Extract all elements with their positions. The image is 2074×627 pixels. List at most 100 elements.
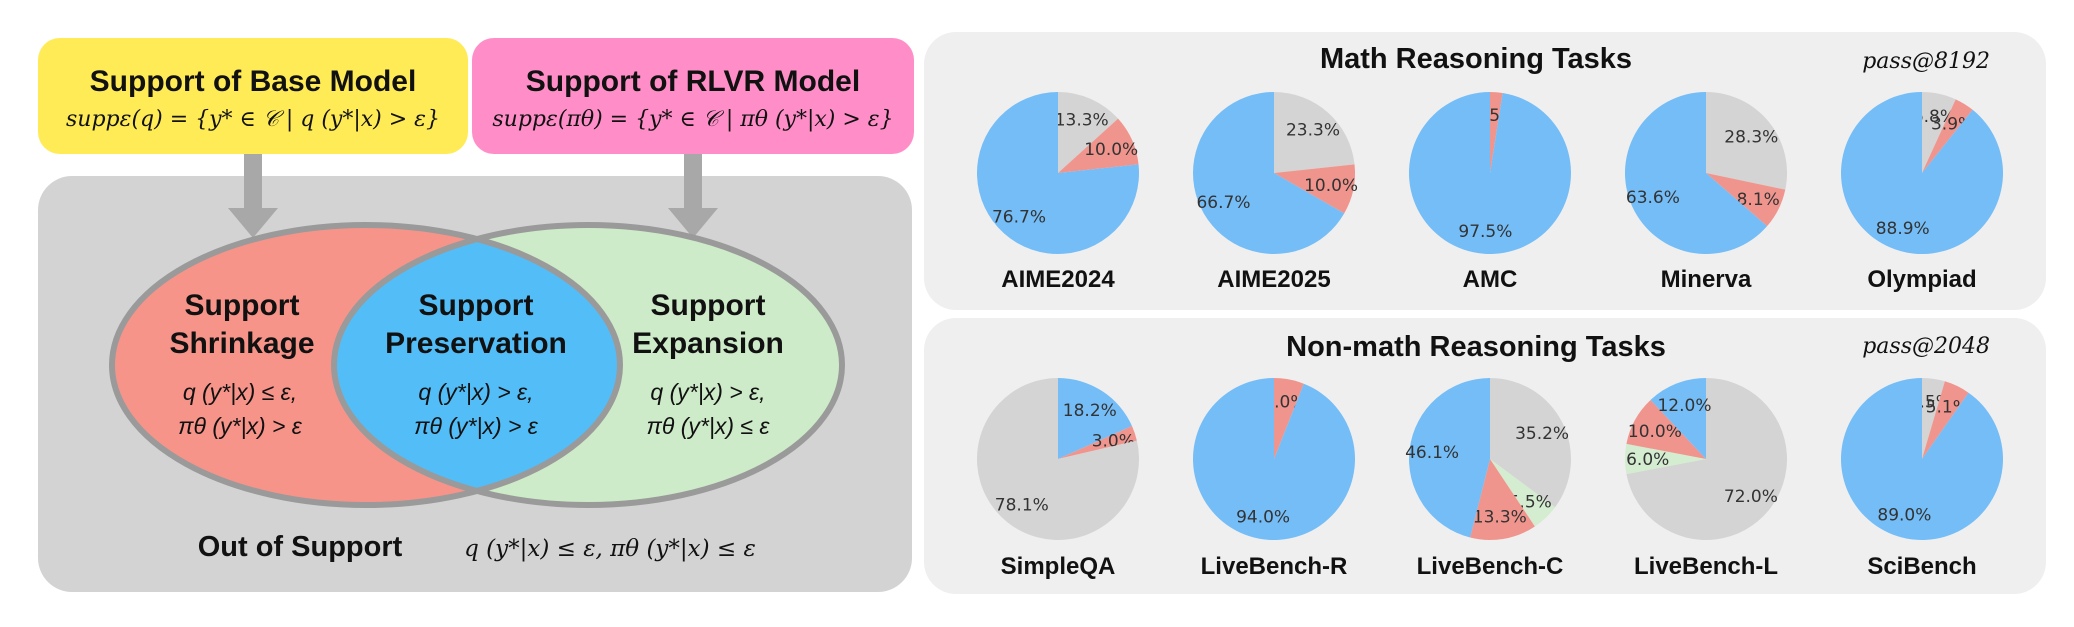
pie-label-aime2025-2: 66.7% — [1196, 193, 1250, 213]
expansion-title-1: Support — [651, 289, 766, 322]
pie-slice-livebench-c-blue — [1409, 378, 1490, 538]
pie-slice-aime2024-blue — [977, 92, 1140, 255]
shrinkage-title-2: Shrinkage — [169, 327, 314, 360]
pie-label-livebench-c-3: 46.1% — [1405, 443, 1459, 463]
rlvr-model-formula: suppε(πθ) = {y* ∈ 𝒞 | πθ (y*|x) > ε} — [492, 107, 893, 132]
expansion-cond-2: πθ (y*|x) ≤ ε — [646, 413, 770, 439]
base-model-formula: suppε(q) = {y* ∈ 𝒞 | q (y*|x) > ε} — [66, 107, 440, 132]
shrinkage-title-1: Support — [185, 289, 300, 322]
pie-slice-olympiad-gray — [1922, 92, 1956, 173]
pie-chart-minerva: 28.3% 8.1% 63.6% Minerva — [1624, 92, 1788, 293]
pie-slice-livebench-c-gray — [1490, 378, 1571, 508]
pie-label-scibench-2: 89.0% — [1877, 506, 1931, 526]
pie-label-simpleqa-0: 18.2% — [1063, 401, 1117, 421]
pie-label-livebench-l-1: 6.0% — [1626, 450, 1669, 470]
pie-slice-aime2024-red — [1058, 118, 1139, 173]
rlvr-arrow — [668, 154, 718, 238]
pie-label-livebench-r-1: 94.0% — [1236, 507, 1290, 527]
pie-slice-minerva-gray — [1706, 92, 1788, 190]
pie-slice-scibench-gray — [1922, 378, 1945, 459]
shrinkage-cond-1: q (y*|x) ≤ ε, — [183, 379, 297, 405]
pie-label-olympiad-0: 6.8% — [1913, 107, 1956, 127]
pie-slice-amc-blue — [1408, 92, 1571, 254]
shrinkage-cond-2: πθ (y*|x) > ε — [178, 413, 303, 439]
pie-slice-livebench-l-red — [1626, 399, 1706, 459]
pie-name-simpleqa: SimpleQA — [1001, 553, 1116, 580]
pie-label-amc-1: 97.5% — [1458, 222, 1512, 242]
pie-label-livebench-l-3: 12.0% — [1657, 396, 1711, 416]
pie-name-minerva: Minerva — [1661, 266, 1752, 293]
pie-slice-livebench-l-gray — [1626, 378, 1787, 540]
math-panel-title: Math Reasoning Tasks — [1320, 43, 1632, 75]
pie-name-aime2025: AIME2025 — [1217, 266, 1330, 293]
pie-slice-scibench-red — [1922, 381, 1969, 459]
pie-charts-panel: Math Reasoning Tasks pass@8192 Non-math … — [924, 32, 2046, 594]
support-diagram: Support of Base Model suppε(q) = {y* ∈ 𝒞… — [38, 38, 914, 592]
pie-label-simpleqa-2: 78.1% — [995, 496, 1049, 516]
pie-label-aime2024-1: 10.0% — [1084, 140, 1138, 160]
nonmath-panel-title: Non-math Reasoning Tasks — [1286, 331, 1666, 363]
expansion-cond-1: q (y*|x) > ε, — [650, 379, 765, 405]
pie-chart-simpleqa: 18.2%3.0%78.1%SimpleQA — [977, 378, 1140, 580]
pie-slice-olympiad-blue — [1841, 92, 2004, 255]
pie-slice-scibench-blue — [1841, 378, 2004, 540]
pie-slice-olympiad-red — [1922, 99, 1973, 173]
pie-slice-livebench-r-blue — [1192, 378, 1355, 540]
pie-slice-livebench-c-red — [1470, 459, 1535, 541]
pie-slice-livebench-r-red — [1274, 378, 1304, 459]
pie-slice-aime2024-gray — [1058, 92, 1119, 173]
pie-label-aime2024-0: 13.3% — [1055, 111, 1109, 131]
pie-label-livebench-l-2: 10.0% — [1628, 422, 1682, 442]
pie-name-olympiad: Olympiad — [1867, 266, 1976, 293]
pie-name-livebench-r: LiveBench-R — [1201, 553, 1348, 580]
pie-name-livebench-l: LiveBench-L — [1634, 553, 1778, 580]
pie-chart-amc: 2.5%97.5%AMC — [1408, 92, 1571, 293]
pie-name-amc: AMC — [1463, 266, 1518, 293]
pie-name-livebench-c: LiveBench-C — [1417, 553, 1564, 580]
pie-slice-aime2025-gray — [1274, 92, 1355, 173]
preservation-title-1: Support — [419, 289, 534, 322]
pie-label-aime2024-2: 76.7% — [992, 207, 1046, 227]
pie-slice-livebench-c-green — [1490, 459, 1556, 527]
pie-chart-aime2025: 23.3% 10.0% 66.7% AIME2025 — [1192, 92, 1358, 293]
pie-label-aime2025-0: 23.3% — [1286, 121, 1340, 141]
pie-slice-aime2025-blue — [1192, 92, 1345, 254]
pie-label-livebench-c-2: 13.3% — [1473, 508, 1527, 528]
pie-name-scibench: SciBench — [1867, 553, 1976, 580]
out-of-support-formula: q (y*|x) ≤ ε, πθ (y*|x) ≤ ε — [464, 536, 756, 562]
pie-slice-simpleqa-red — [1058, 426, 1137, 459]
pie-slice-simpleqa-blue — [1058, 378, 1132, 459]
pie-chart-livebench-c: 35.2%5.5%13.3%46.1%LiveBench-C — [1405, 378, 1571, 580]
pie-name-aime2024: AIME2024 — [1001, 266, 1115, 293]
pie-slice-livebench-l-blue — [1650, 378, 1706, 459]
pie-slice-simpleqa-gray — [977, 378, 1140, 540]
rlvr-model-box — [472, 38, 914, 154]
pie-chart-aime2024: 13.3% 10.0% 76.7% AIME2024 — [977, 92, 1140, 293]
pie-chart-olympiad: 6.8%3.9%88.9%Olympiad — [1841, 92, 2004, 293]
pie-chart-scibench: 4.5%5.1%89.0%SciBench — [1841, 378, 2004, 580]
preservation-title-2: Preservation — [385, 327, 567, 360]
pie-slice-minerva-blue — [1624, 92, 1768, 255]
math-panel-annotation: pass@8192 — [1862, 49, 1990, 74]
pie-label-livebench-l-0: 72.0% — [1724, 487, 1778, 507]
base-model-title: Support of Base Model — [90, 65, 417, 98]
nonmath-panel-annotation: pass@2048 — [1862, 334, 1990, 359]
pie-label-minerva-2: 63.6% — [1626, 188, 1680, 208]
pie-slice-amc-red — [1490, 92, 1503, 173]
preservation-cond-1: q (y*|x) > ε, — [418, 379, 533, 405]
pie-label-aime2025-1: 10.0% — [1304, 176, 1358, 196]
pie-slice-minerva-red — [1706, 173, 1786, 227]
base-arrow — [228, 154, 278, 238]
pie-label-livebench-c-0: 35.2% — [1515, 424, 1569, 444]
pie-chart-livebench-r: 6.0%94.0%LiveBench-R — [1192, 378, 1355, 580]
base-model-box — [38, 38, 468, 154]
pie-label-minerva-0: 28.3% — [1724, 127, 1778, 147]
pie-label-minerva-1: 8.1% — [1737, 190, 1780, 210]
pie-chart-livebench-l: 72.0% 6.0% 10.0% 12.0% LiveBench-L — [1624, 378, 1787, 580]
pie-slice-aime2025-red — [1274, 164, 1356, 214]
preservation-cond-2: πθ (y*|x) > ε — [414, 413, 539, 439]
preservation-region — [334, 225, 620, 505]
rlvr-model-title: Support of RLVR Model — [526, 65, 860, 98]
expansion-title-2: Expansion — [632, 327, 784, 360]
pie-label-olympiad-2: 88.9% — [1876, 219, 1930, 239]
